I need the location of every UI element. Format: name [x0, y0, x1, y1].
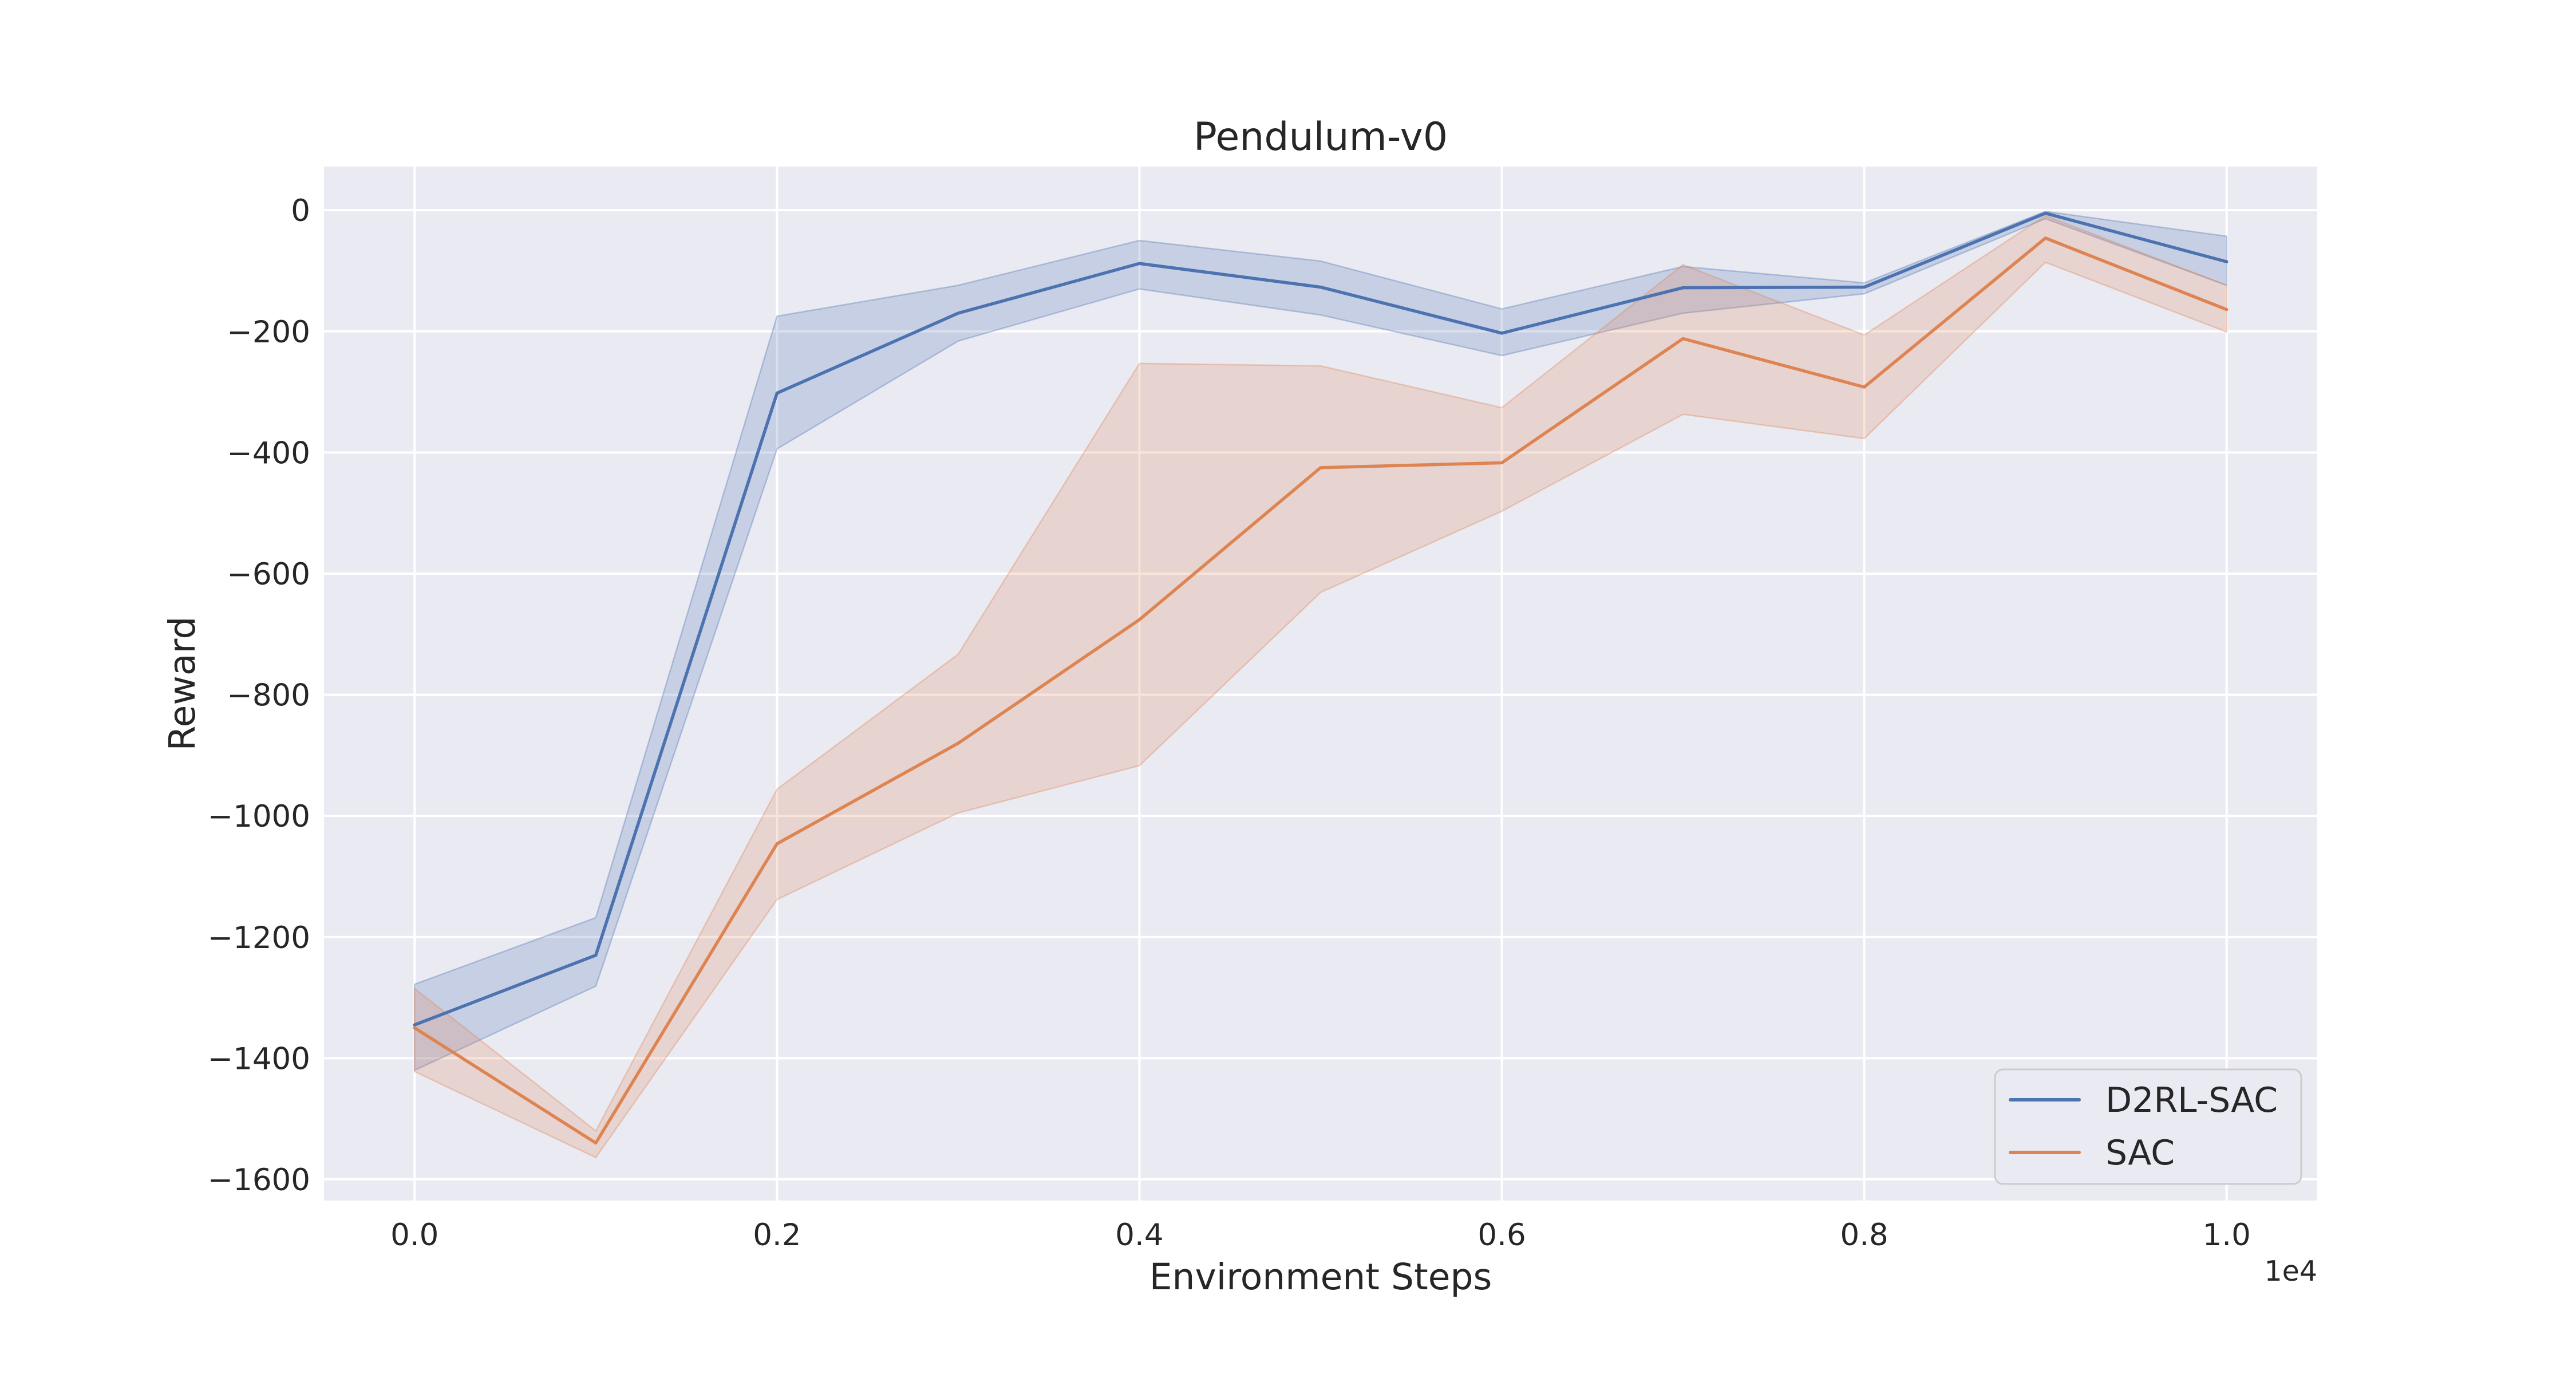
y-tick-label: −200	[227, 315, 310, 350]
plot-area	[324, 167, 2317, 1201]
y-tick-label: −1600	[208, 1163, 310, 1198]
y-tick-label: −1400	[208, 1041, 310, 1076]
x-axis-label: Environment Steps	[1149, 1256, 1492, 1298]
confidence-band-d2rl-sac	[414, 211, 2227, 1072]
y-tick-label: −1000	[208, 799, 310, 834]
x-tick-label: 0.0	[390, 1218, 438, 1253]
grid-layer	[324, 167, 2317, 1201]
series-line-layer	[413, 211, 2229, 1145]
y-tick-label: −1200	[208, 921, 310, 956]
y-tick-label: 0	[291, 194, 310, 228]
legend-entry: D2RL-SAC	[2009, 1080, 2278, 1120]
legend-label-sac: SAC	[2105, 1133, 2175, 1173]
series-line-d2rl-sac	[413, 211, 2229, 1026]
y-tick-label: −400	[227, 436, 310, 471]
confidence-band-sac	[414, 215, 2227, 1159]
y-tick-label: −800	[227, 678, 310, 713]
legend: D2RL-SAC SAC	[1994, 1068, 2302, 1185]
x-tick-labels: 0.0 0.2 0.4 0.6 0.8 1.0	[390, 1218, 2251, 1253]
confidence-band-layer	[414, 211, 2227, 1159]
legend-entry: SAC	[2009, 1133, 2175, 1173]
series-line-sac	[413, 236, 2229, 1145]
x-tick-label: 1.0	[2203, 1218, 2251, 1253]
y-tick-labels: 0 −200 −400 −600 −800 −1000 −1200 −1400 −1600	[208, 194, 310, 1198]
x-axis-offset-label: 1e4	[2265, 1255, 2318, 1288]
x-tick-label: 0.6	[1477, 1218, 1526, 1253]
legend-label-d2rl-sac: D2RL-SAC	[2105, 1080, 2278, 1120]
x-tick-label: 0.2	[753, 1218, 801, 1253]
x-tick-label: 0.8	[1840, 1218, 1888, 1253]
y-tick-label: −600	[227, 557, 310, 592]
y-axis-label: Reward	[161, 617, 203, 751]
x-tick-label: 0.4	[1115, 1218, 1163, 1253]
chart-title: Pendulum-v0	[1194, 114, 1448, 160]
